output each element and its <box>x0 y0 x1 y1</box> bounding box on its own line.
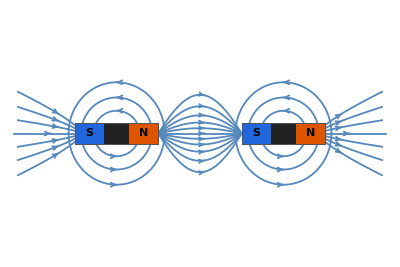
Polygon shape <box>129 123 158 144</box>
Polygon shape <box>75 123 158 144</box>
Text: S: S <box>86 128 94 139</box>
Text: N: N <box>306 128 315 139</box>
Polygon shape <box>242 123 271 144</box>
Polygon shape <box>75 123 104 144</box>
Text: S: S <box>252 128 260 139</box>
Polygon shape <box>296 123 325 144</box>
Polygon shape <box>242 123 325 144</box>
Text: N: N <box>139 128 148 139</box>
